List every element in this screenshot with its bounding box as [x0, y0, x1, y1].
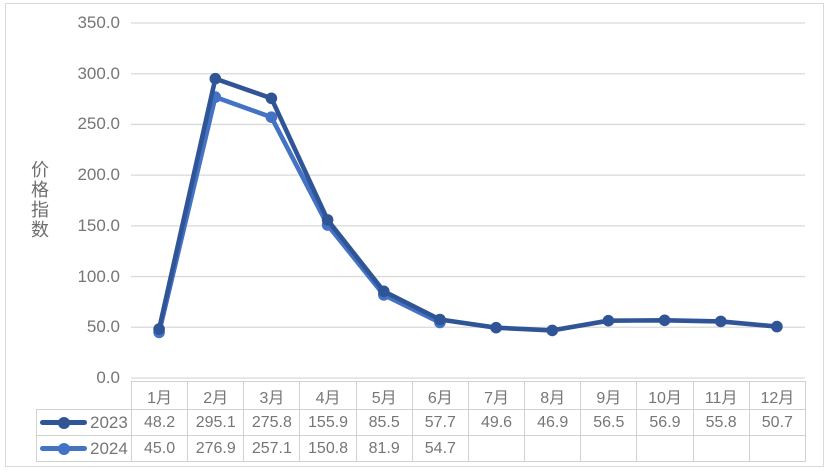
series-2023-line [156, 76, 780, 333]
month-header-cell: 2月 [187, 381, 245, 410]
table-header-row: 1月 2月 3月 4月 5月 6月 7月 8月 9月 10月 11月 12月 [37, 381, 807, 410]
series-2023-marker [658, 314, 671, 327]
value-cell: 46.9 [524, 409, 582, 436]
value-cell: 48.2 [130, 409, 189, 436]
y-tick-label: 0.0 [96, 368, 120, 387]
value-cell: 56.5 [580, 409, 638, 436]
value-cell: 45.0 [130, 435, 189, 462]
y-tick-label: 50.0 [86, 317, 120, 337]
value-cell: 55.8 [692, 409, 750, 436]
series-name-2023: 2023 [90, 412, 128, 432]
value-cell: 276.9 [187, 435, 245, 462]
value-cell [748, 435, 807, 462]
value-cell [580, 435, 638, 462]
month-header-cell: 6月 [411, 381, 469, 410]
month-header-cell: 9月 [580, 381, 638, 410]
y-tick-label: 300.0 [77, 63, 120, 83]
month-header-cell: 8月 [524, 381, 582, 410]
series-2024-line [156, 94, 443, 335]
legend-cell-2023: 2023 [36, 409, 132, 436]
month-header-cell: 11月 [692, 381, 750, 410]
table-row-2023: 2023 48.2 295.1 275.8 155.9 85.5 57.7 49.6 46.9 5… [36, 409, 807, 436]
value-cell [692, 435, 750, 462]
series-2023-marker [321, 214, 334, 226]
value-cell [636, 435, 694, 462]
series-name-2024: 2024 [90, 438, 128, 458]
y-tick-label: 100.0 [77, 266, 120, 286]
series-2023-marker [153, 323, 165, 335]
y-tick-label: 250.0 [77, 114, 120, 134]
series-2023-marker [434, 313, 446, 326]
value-cell: 49.6 [467, 409, 526, 436]
month-header-cell: 12月 [748, 381, 807, 410]
value-cell [524, 435, 582, 462]
value-cell: 295.1 [187, 409, 245, 436]
value-cell: 150.8 [299, 435, 357, 462]
legend-key-2023-icon [40, 411, 87, 435]
data-table: 1月 2月 3月 4月 5月 6月 7月 8月 9月 10月 11月 12月 2023 48.2 295.1… [36, 381, 807, 462]
series-2023-marker [602, 314, 615, 327]
y-tick-label: 150.0 [77, 215, 120, 235]
month-header-cell: 7月 [467, 381, 526, 410]
value-cell: 155.9 [299, 409, 357, 436]
value-cell: 257.1 [243, 435, 301, 462]
series-2023-marker [771, 320, 783, 333]
table-row-2024: 2024 45.0 276.9 257.1 150.8 81.9 54.7 [36, 435, 807, 462]
value-cell: 56.9 [636, 409, 694, 436]
series-2023-marker [265, 92, 278, 105]
y-tick-label: 350.0 [77, 13, 120, 32]
series-2023-marker [378, 285, 390, 298]
y-axis-title: 价格指数 [29, 160, 49, 240]
series-2024-marker [265, 111, 278, 123]
table-corner-cell [37, 382, 132, 410]
series-2023-marker [490, 321, 502, 334]
month-header-cell: 4月 [299, 381, 357, 410]
legend-key-2024-icon [40, 437, 87, 461]
y-tick-label: 200.0 [77, 165, 120, 185]
series-2023-marker [546, 324, 559, 337]
value-cell: 275.8 [243, 409, 301, 436]
value-cell [467, 435, 526, 462]
value-cell: 85.5 [355, 409, 413, 436]
value-cell: 81.9 [355, 435, 413, 462]
month-header-cell: 1月 [130, 381, 189, 410]
value-cell: 57.7 [411, 409, 469, 436]
plot-area [131, 22, 805, 379]
value-cell: 54.7 [411, 435, 469, 462]
series-2023-marker [715, 315, 727, 328]
legend-cell-2024: 2024 [36, 435, 132, 462]
month-header-cell: 5月 [355, 381, 413, 410]
value-cell: 50.7 [748, 409, 807, 436]
month-header-cell: 3月 [243, 381, 301, 410]
series-2023-marker [209, 72, 222, 85]
month-header-cell: 10月 [636, 381, 694, 410]
